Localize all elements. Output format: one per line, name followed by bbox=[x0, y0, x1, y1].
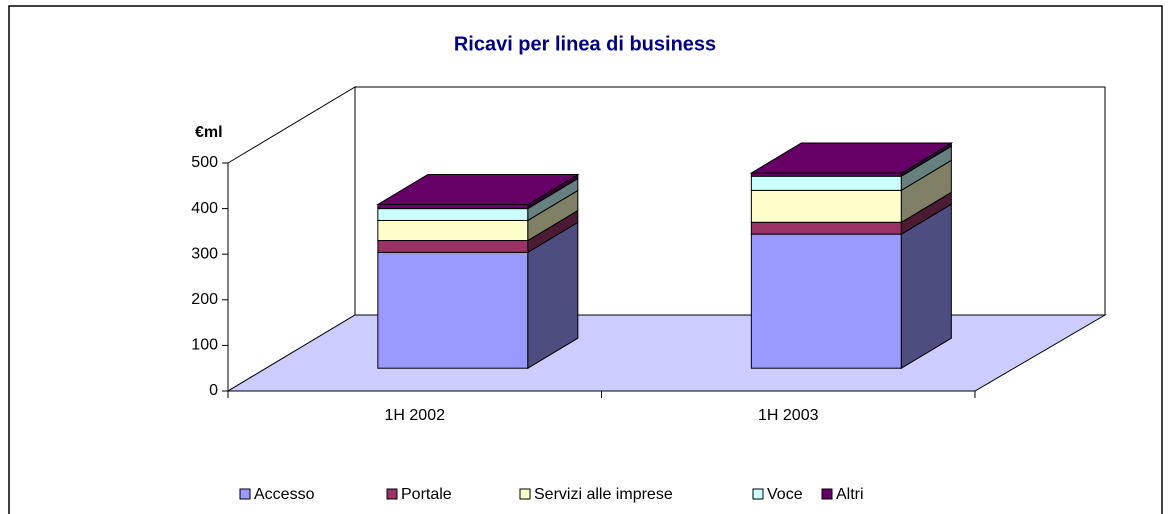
floor bbox=[226, 314, 1107, 392]
bar-segment bbox=[750, 221, 902, 235]
bar-segment bbox=[750, 189, 902, 223]
bar-segment bbox=[377, 240, 529, 253]
y-tick-label: 500 bbox=[191, 154, 218, 171]
legend-swatch bbox=[752, 488, 764, 500]
legend-label: Servizi alle imprese bbox=[534, 486, 673, 503]
x-tick-label: 1H 2002 bbox=[385, 407, 446, 424]
chart-title: Ricavi per linea di business bbox=[454, 33, 716, 55]
y-tick-label: 300 bbox=[191, 245, 218, 262]
legend-swatch bbox=[386, 488, 398, 500]
bar-segment bbox=[377, 203, 529, 210]
legend-swatch bbox=[239, 488, 251, 500]
legend-label: Altri bbox=[836, 486, 864, 503]
legend-swatch bbox=[519, 488, 531, 500]
legend-label: Voce bbox=[767, 486, 803, 503]
y-tick-label: 400 bbox=[191, 200, 218, 217]
y-tick-label: 0 bbox=[209, 382, 218, 399]
bar-segment bbox=[377, 208, 529, 221]
bar-segment bbox=[750, 233, 902, 369]
y-axis-label: €ml bbox=[195, 124, 223, 141]
x-tick-label: 1H 2003 bbox=[758, 407, 819, 424]
legend-swatch bbox=[821, 488, 833, 500]
bar-top bbox=[376, 173, 580, 205]
bar-top bbox=[749, 142, 954, 174]
legend-label: Portale bbox=[401, 486, 452, 503]
bar-segment bbox=[377, 251, 529, 369]
bar-segment bbox=[750, 175, 902, 191]
bar-segment bbox=[377, 219, 529, 242]
y-tick-label: 200 bbox=[191, 291, 218, 308]
y-tick-label: 100 bbox=[191, 337, 218, 354]
legend-label: Accesso bbox=[254, 486, 315, 503]
